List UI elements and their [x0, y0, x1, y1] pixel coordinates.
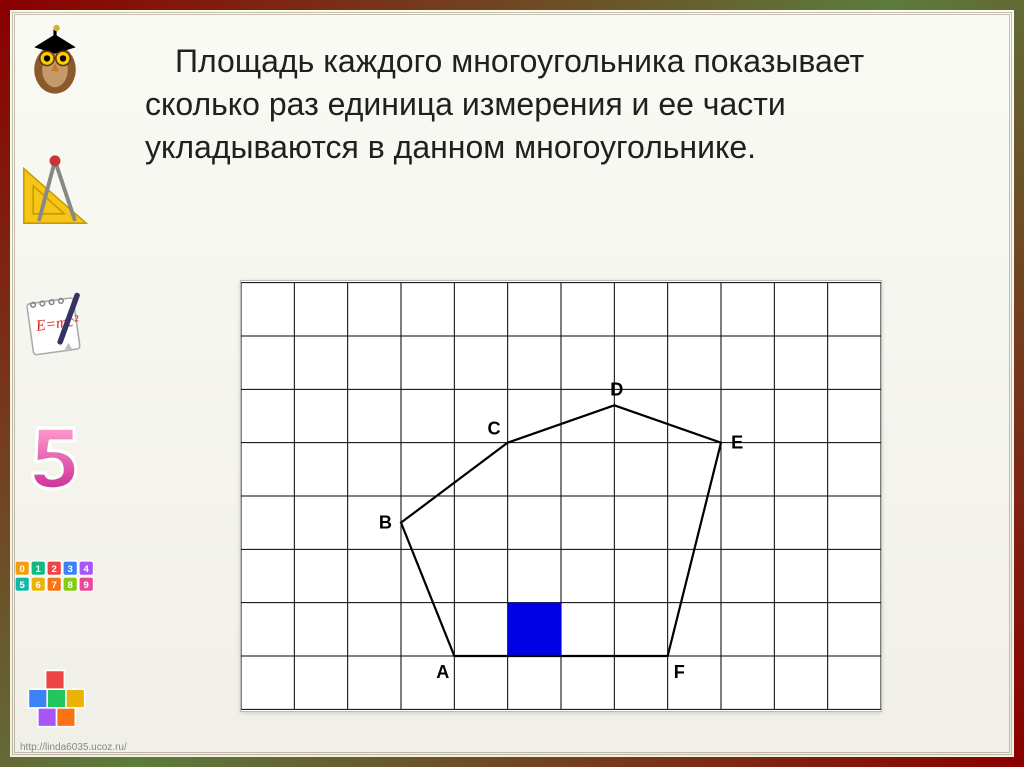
vertex-label-b: B — [379, 513, 392, 533]
vertex-label-c: C — [488, 419, 501, 439]
vertex-label-e: E — [731, 433, 743, 453]
blocks-icon — [15, 657, 95, 737]
svg-text:6: 6 — [36, 580, 41, 591]
vertex-label-a: A — [436, 662, 449, 682]
main-text: Площадь каждого многоугольника показывае… — [145, 40, 954, 170]
svg-text:9: 9 — [84, 580, 89, 591]
digit-five-icon — [15, 417, 95, 497]
svg-text:2: 2 — [52, 564, 57, 575]
svg-text:8: 8 — [68, 580, 74, 591]
notepad-icon: E=mc² — [15, 284, 95, 364]
vertex-label-d: D — [610, 379, 623, 399]
svg-text:0: 0 — [20, 564, 25, 575]
sidebar: E=mc² 01234 56789 — [5, 10, 105, 757]
svg-text:1: 1 — [36, 564, 42, 575]
diagram: A B C D E F — [240, 280, 882, 712]
unit-square — [508, 603, 561, 656]
svg-text:7: 7 — [52, 580, 57, 591]
geometry-tools-icon — [15, 152, 95, 232]
number-tiles-icon: 01234 56789 — [15, 549, 95, 605]
vertex-label-f: F — [674, 662, 685, 682]
svg-text:5: 5 — [20, 580, 26, 591]
owl-icon — [15, 20, 95, 100]
svg-text:4: 4 — [84, 564, 90, 575]
footer-link: http://linda6035.ucoz.ru/ — [20, 742, 127, 753]
svg-text:3: 3 — [68, 564, 73, 575]
grid-svg: A B C D E F — [241, 281, 881, 711]
slide: E=mc² 01234 56789 — [0, 0, 1024, 767]
